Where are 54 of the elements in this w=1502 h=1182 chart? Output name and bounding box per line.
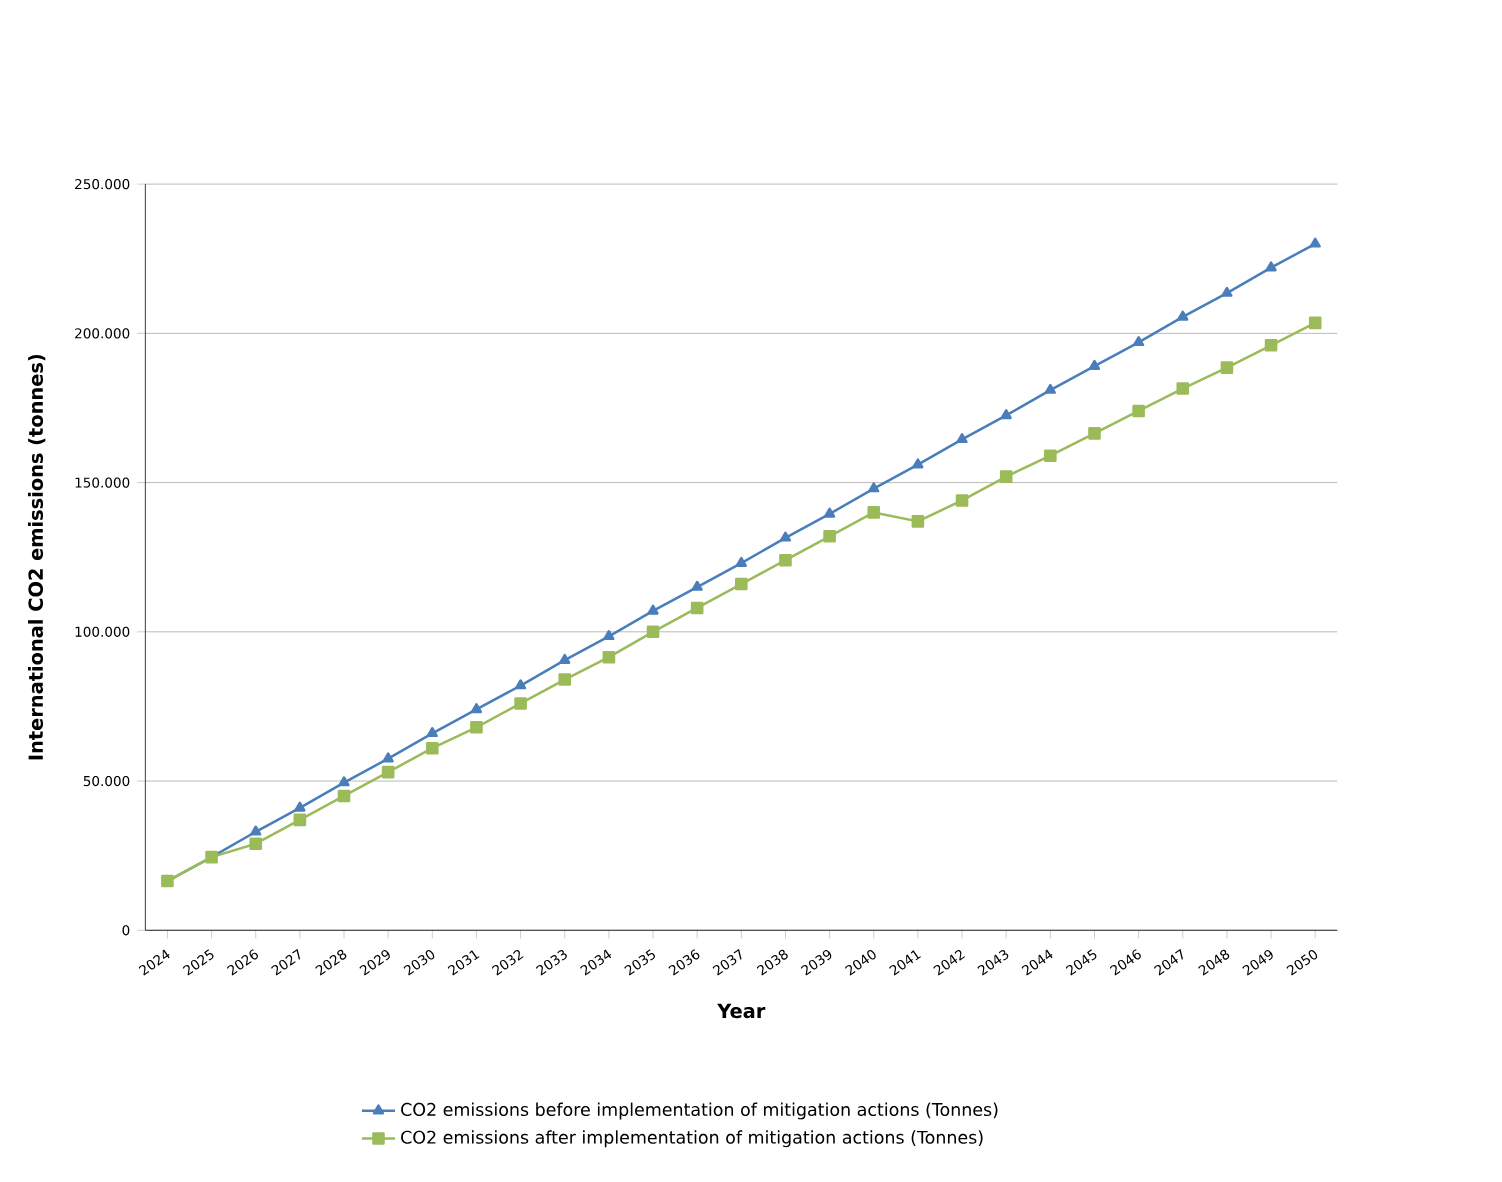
point [1176, 382, 1190, 395]
point [956, 432, 968, 443]
legend-label: CO2 emissions before implementation of mitigation actions (Tonnes) [401, 1102, 998, 1120]
point [293, 813, 307, 827]
point [955, 494, 969, 507]
point [1132, 404, 1145, 418]
point [867, 506, 881, 519]
point [1088, 426, 1101, 440]
point [647, 604, 659, 615]
point [426, 741, 439, 755]
point [912, 458, 924, 469]
point [1044, 383, 1056, 394]
point [249, 837, 263, 850]
point [779, 531, 792, 542]
point [1308, 316, 1322, 330]
point [1088, 359, 1101, 370]
point [514, 697, 527, 710]
point [1220, 361, 1234, 374]
point [911, 514, 925, 528]
y-axis-title: International CO2 emissions (tonnes) [28, 354, 46, 760]
point [470, 720, 483, 734]
point [1044, 449, 1057, 462]
point [1133, 335, 1145, 346]
point [1221, 286, 1233, 297]
x-axis-title: Year [717, 1003, 766, 1019]
point [823, 529, 836, 543]
legend-label: CO2 emissions after implementation of mitigation actions (Tonnes) [401, 1130, 983, 1148]
point [1309, 237, 1321, 248]
point [999, 470, 1013, 483]
point [514, 679, 527, 690]
point [691, 580, 703, 591]
point [381, 765, 395, 779]
point [1264, 338, 1278, 352]
point [250, 825, 262, 836]
point [823, 507, 836, 518]
point [1265, 261, 1277, 272]
point [868, 482, 880, 493]
point [337, 789, 351, 803]
point [602, 650, 616, 664]
point [338, 776, 350, 787]
point [735, 577, 748, 591]
point [735, 556, 747, 567]
point [779, 553, 792, 567]
point [294, 801, 306, 812]
point [470, 703, 483, 714]
point [1177, 310, 1189, 321]
point [382, 752, 394, 763]
point [559, 653, 571, 664]
point [690, 601, 704, 615]
point [1000, 409, 1012, 420]
point [603, 629, 615, 640]
point [558, 673, 572, 686]
point [426, 726, 438, 737]
point [646, 625, 660, 639]
